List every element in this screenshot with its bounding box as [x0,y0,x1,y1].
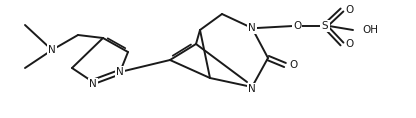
Text: N: N [248,23,256,33]
Text: O: O [346,39,354,49]
Text: O: O [289,60,297,70]
Text: O: O [293,21,301,31]
Text: N: N [48,45,56,55]
Text: N: N [116,67,124,77]
Text: N: N [89,79,97,89]
Text: OH: OH [362,25,378,35]
Text: N: N [248,84,256,94]
Text: O: O [346,5,354,15]
Text: S: S [322,21,328,31]
